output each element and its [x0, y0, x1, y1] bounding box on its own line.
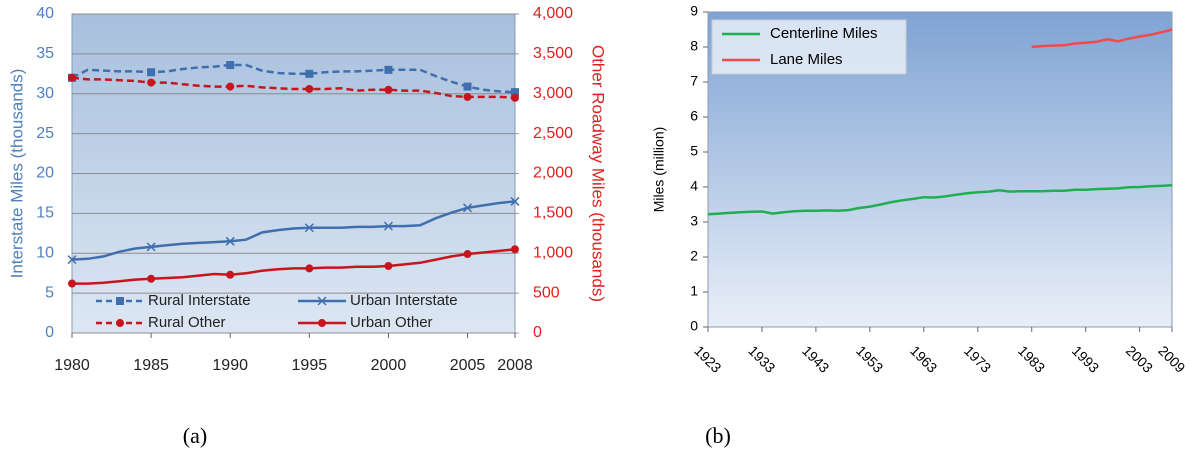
marker: [511, 245, 519, 254]
y2-tick-label: 1,500: [533, 205, 573, 222]
series-line: [72, 248, 516, 285]
y2-tick-label: 0: [533, 324, 542, 341]
marker: [226, 270, 235, 279]
x-tick-label: 1943: [799, 342, 832, 375]
legend-marker: [116, 319, 124, 327]
y2-tick-label: 500: [533, 284, 560, 301]
series-line: [71, 76, 516, 99]
series-line: [1031, 28, 1173, 49]
y2-tick-label: 3,000: [533, 85, 573, 102]
marker: [305, 264, 314, 273]
y2-tick-label: 2,000: [533, 165, 573, 182]
marker: [511, 93, 519, 102]
y-tick-label: 4: [690, 178, 698, 194]
y2-axis-title: Other Roadway Miles (thousands): [589, 45, 608, 302]
legend-marker: [116, 297, 124, 305]
x-tick-label: 2008: [497, 357, 533, 374]
legend-label: Lane Miles: [770, 51, 843, 68]
y-tick-label: 2: [690, 248, 698, 264]
y-tick-label: 0: [690, 318, 698, 334]
marker: [384, 262, 393, 271]
caption: (b): [705, 423, 731, 448]
y-axis-title: Interstate Miles (thousands): [7, 69, 26, 279]
y-tick-label: 6: [690, 108, 698, 124]
marker: [225, 236, 235, 246]
marker: [226, 82, 235, 91]
legend-label: Urban Interstate: [350, 292, 458, 309]
y-tick-label: 9: [690, 3, 698, 19]
marker: [305, 84, 314, 93]
y-tick-label: 8: [690, 38, 698, 54]
x-tick-label: 2003: [1123, 342, 1156, 375]
legend-marker: [318, 319, 326, 327]
marker: [463, 82, 472, 91]
marker: [384, 85, 393, 94]
y-tick-label: 20: [36, 165, 54, 182]
caption: (a): [183, 423, 207, 448]
marker: [305, 69, 314, 78]
y2-tick-label: 4,000: [533, 5, 573, 22]
marker: [147, 78, 156, 87]
x-tick-label: 1995: [292, 357, 328, 374]
legend-box: [711, 19, 907, 75]
marker: [147, 68, 156, 77]
series-line: [71, 63, 516, 94]
x-tick-label: 1923: [691, 342, 724, 375]
y-tick-label: 40: [36, 5, 54, 22]
y-tick-label: 30: [36, 85, 54, 102]
y-tick-label: 15: [36, 205, 54, 222]
marker: [226, 61, 235, 70]
marker: [67, 255, 77, 265]
x-tick-label: 1973: [961, 342, 994, 375]
y-tick-label: 3: [690, 213, 698, 229]
y-tick-label: 7: [690, 73, 698, 89]
y-tick-label: 35: [36, 45, 54, 62]
y-tick-label: 1: [690, 283, 698, 299]
marker: [384, 65, 393, 74]
marker: [304, 223, 314, 233]
y-tick-label: 0: [45, 324, 54, 341]
x-tick-label: 1963: [907, 342, 940, 375]
legend-label: Rural Other: [148, 314, 226, 331]
y-tick-label: 5: [45, 284, 54, 301]
x-tick-label: 1990: [212, 357, 248, 374]
legend-marker: [317, 296, 327, 306]
x-tick-label: 1983: [1015, 342, 1048, 375]
y-tick-label: 10: [36, 244, 54, 261]
y2-tick-label: 3,500: [533, 45, 573, 62]
marker: [383, 221, 393, 231]
y2-tick-label: 1,000: [533, 244, 573, 261]
y-tick-label: 5: [690, 143, 698, 159]
x-tick-label: 2009: [1155, 342, 1188, 375]
marker: [463, 92, 472, 101]
legend-label: Rural Interstate: [148, 292, 251, 309]
y-axis-title: Miles (million): [651, 127, 667, 213]
marker: [68, 279, 76, 288]
x-tick-label: 1953: [853, 342, 886, 375]
legend-label: Centerline Miles: [770, 25, 878, 42]
marker: [146, 242, 156, 252]
marker: [463, 203, 473, 213]
series-line: [71, 200, 516, 261]
marker: [463, 250, 472, 259]
y2-tick-label: 2,500: [533, 125, 573, 142]
marker: [147, 274, 156, 283]
marker: [68, 73, 76, 82]
x-tick-label: 1985: [133, 357, 169, 374]
y-tick-label: 25: [36, 125, 54, 142]
legend-label: Urban Other: [350, 314, 433, 331]
x-tick-label: 2000: [371, 357, 407, 374]
x-tick-label: 1980: [54, 357, 90, 374]
marker: [510, 196, 520, 206]
x-tick-label: 1993: [1069, 342, 1102, 375]
x-tick-label: 1933: [745, 342, 778, 375]
series-line: [707, 184, 1173, 216]
x-tick-label: 2005: [450, 357, 486, 374]
